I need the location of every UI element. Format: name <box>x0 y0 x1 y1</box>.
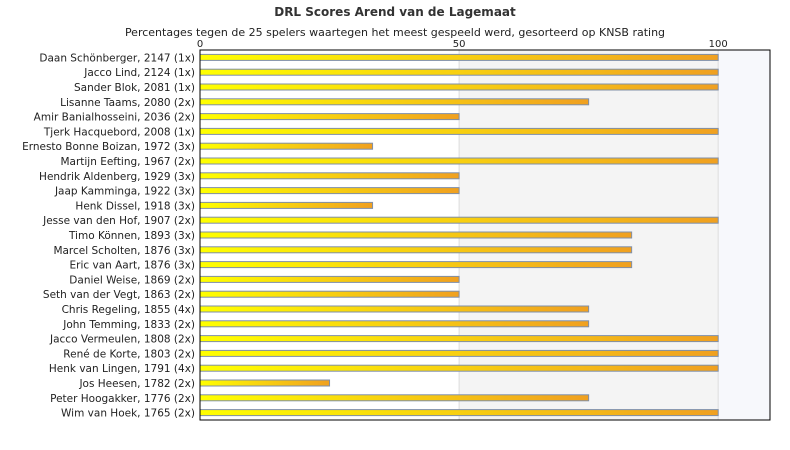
category-label: Marcel Scholten, 1876 (3x) <box>53 245 195 257</box>
category-label: Wim van Hoek, 1765 (2x) <box>61 408 195 420</box>
category-label: Henk Dissel, 1918 (3x) <box>75 200 195 212</box>
band-100-max <box>718 50 770 420</box>
category-label: Peter Hoogakker, 1776 (2x) <box>50 393 195 405</box>
category-labels: Daan Schönberger, 2147 (1x) Jacco Lind, 2… <box>22 52 195 419</box>
category-label: John Temming, 1833 (2x) <box>62 319 195 331</box>
bar <box>199 68 719 76</box>
bar <box>199 275 460 283</box>
bar <box>199 246 633 254</box>
category-label: Jos Heesen, 1782 (2x) <box>78 378 195 390</box>
x-tick-label: 100 <box>709 39 728 50</box>
bar <box>199 364 719 372</box>
bar <box>199 142 374 150</box>
category-label: Chris Regeling, 1855 (4x) <box>62 304 195 316</box>
x-axis-ticks: 0 50 100 <box>197 39 728 50</box>
bar <box>199 349 719 357</box>
category-label: Sander Blok, 2081 (1x) <box>74 82 195 94</box>
chart-subtitle: Percentages tegen de 25 spelers waartege… <box>125 26 665 39</box>
category-label: Timo Können, 1893 (3x) <box>68 230 195 242</box>
bar <box>199 335 719 343</box>
category-label: Amir Banialhosseini, 2036 (2x) <box>34 112 195 124</box>
bar <box>199 127 719 135</box>
bar <box>199 305 590 313</box>
category-label: René de Korte, 1803 (2x) <box>63 348 195 360</box>
category-label: Tjerk Hacquebord, 2008 (1x) <box>43 126 195 138</box>
category-label: Seth van der Vegt, 1863 (2x) <box>43 289 195 301</box>
category-label: Jacco Vermeulen, 1808 (2x) <box>49 334 195 346</box>
category-label: Daan Schönberger, 2147 (1x) <box>39 52 195 64</box>
category-label: Jesse van den Hof, 1907 (2x) <box>42 215 195 227</box>
category-label: Martijn Eefting, 1967 (2x) <box>60 156 195 168</box>
chart-title: DRL Scores Arend van de Lagemaat <box>274 5 516 19</box>
bar <box>199 113 460 121</box>
bar <box>199 172 460 180</box>
category-label: Ernesto Bonne Boizan, 1972 (3x) <box>22 141 195 153</box>
category-label: Daniel Weise, 1869 (2x) <box>69 274 195 286</box>
bar <box>199 157 719 165</box>
bar <box>199 409 719 417</box>
bar-series <box>199 53 719 417</box>
bar <box>199 98 590 106</box>
bar <box>199 290 460 298</box>
bar <box>199 231 633 239</box>
bar <box>199 187 460 195</box>
bar <box>199 379 331 387</box>
bar <box>199 320 590 328</box>
bar <box>199 216 719 224</box>
category-label: Hendrik Aldenberg, 1929 (3x) <box>39 171 195 183</box>
category-label: Jaap Kamminga, 1922 (3x) <box>54 186 195 198</box>
plot-border <box>199 49 771 421</box>
category-label: Jacco Lind, 2124 (1x) <box>83 67 195 79</box>
category-label: Henk van Lingen, 1791 (4x) <box>49 363 195 375</box>
bar <box>199 394 590 402</box>
bar <box>199 83 719 91</box>
category-label: Eric van Aart, 1876 (3x) <box>70 260 196 272</box>
x-tick-label: 50 <box>453 39 466 50</box>
bar <box>199 261 633 269</box>
x-tick-label: 0 <box>197 39 203 50</box>
plot-frame <box>199 49 771 421</box>
bar <box>199 53 719 61</box>
category-label: Lisanne Taams, 2080 (2x) <box>60 97 195 109</box>
bar <box>199 201 374 209</box>
